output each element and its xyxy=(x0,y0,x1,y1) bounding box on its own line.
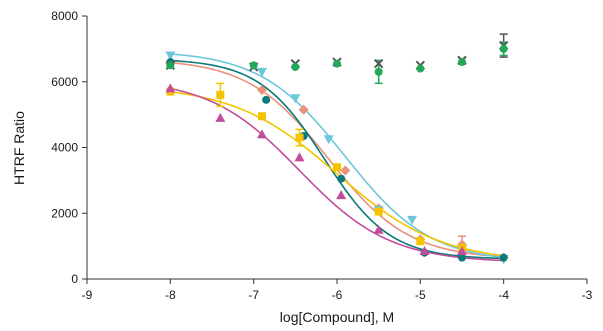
axes xyxy=(86,16,587,280)
data-point xyxy=(340,165,351,176)
ticks: -9 -8 -7 -6 -5 -4 -3 0 2000 4000 6000 8000 xyxy=(51,9,592,302)
fit-curve xyxy=(170,87,504,262)
data-point xyxy=(499,253,508,262)
data-point xyxy=(323,135,334,145)
y-tick-label: 8000 xyxy=(51,9,78,23)
data-point xyxy=(457,246,467,256)
data-point xyxy=(257,84,267,95)
data-point xyxy=(374,67,383,76)
data-point xyxy=(165,51,176,61)
data-point xyxy=(249,61,258,70)
data-point xyxy=(165,83,176,93)
data-point xyxy=(416,237,425,246)
x-tick-label: -8 xyxy=(165,288,176,302)
data-point xyxy=(291,62,300,71)
data-point xyxy=(295,133,304,142)
data-point xyxy=(419,246,430,256)
data-point xyxy=(374,207,383,216)
data-point xyxy=(373,224,384,234)
data-point xyxy=(333,163,341,172)
data-point xyxy=(499,44,508,53)
data-point xyxy=(416,64,425,73)
data-point xyxy=(407,215,417,225)
x-tick-label: -5 xyxy=(415,288,426,302)
y-axis-title: HTRF Ratio xyxy=(11,111,27,185)
y-tick-label: 6000 xyxy=(51,75,78,89)
y-tick-label: 2000 xyxy=(51,206,78,220)
data-point xyxy=(333,59,341,68)
y-tick-label: 4000 xyxy=(51,141,78,155)
data-point xyxy=(262,95,271,104)
data-point xyxy=(294,152,305,162)
data-point xyxy=(215,112,226,122)
x-tick-label: -7 xyxy=(248,288,259,302)
data-point xyxy=(298,104,309,115)
x-axis-title: log[Compound], M xyxy=(280,309,394,325)
data-point xyxy=(257,129,267,139)
data-point xyxy=(290,94,301,104)
data-point xyxy=(258,112,266,121)
fit-curves xyxy=(170,53,504,262)
x-tick-label: -4 xyxy=(498,288,509,302)
data-point xyxy=(458,253,466,262)
data-point xyxy=(257,67,267,77)
x-tick-label: -9 xyxy=(82,288,93,302)
x-tick-label: -3 xyxy=(582,288,593,302)
error-bars xyxy=(216,33,508,254)
y-tick-label: 0 xyxy=(71,272,78,286)
data-point xyxy=(216,90,225,99)
data-point xyxy=(166,61,175,70)
fit-curve xyxy=(170,91,504,257)
x-tick-label: -6 xyxy=(332,288,343,302)
data-point xyxy=(336,190,347,200)
data-point xyxy=(373,58,384,69)
fit-curve xyxy=(170,59,504,260)
data-point xyxy=(458,58,466,67)
fit-curve xyxy=(170,53,504,259)
data-points xyxy=(165,40,509,265)
data-point xyxy=(337,174,346,183)
